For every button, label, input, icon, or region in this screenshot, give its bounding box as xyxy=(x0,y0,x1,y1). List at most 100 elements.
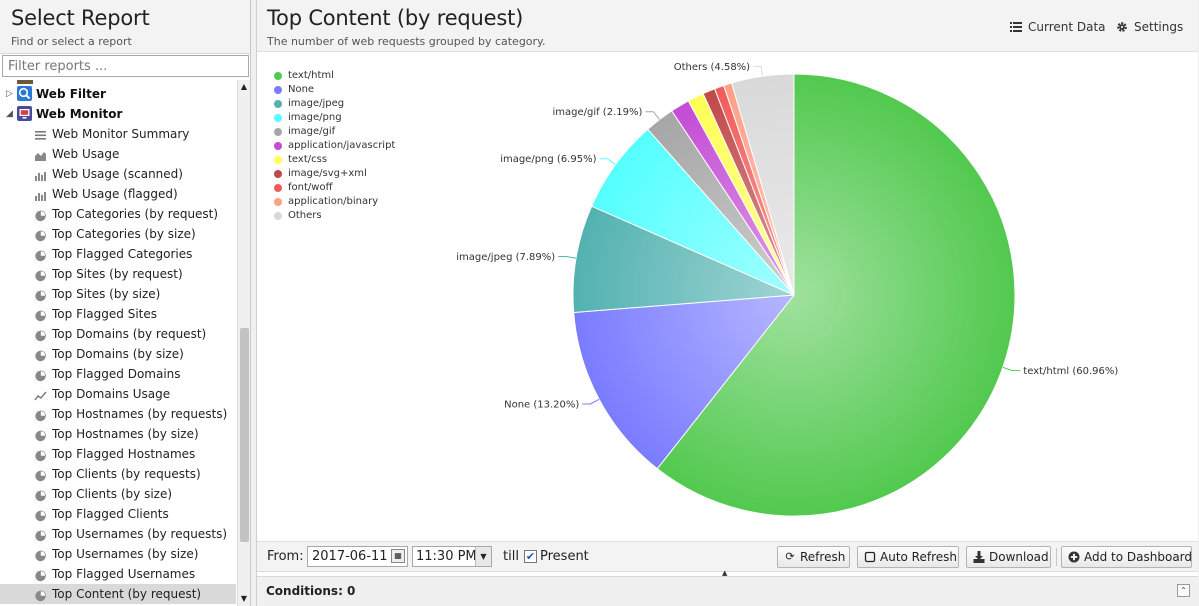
start-date-field[interactable]: 2017-06-11 ▦ xyxy=(307,546,408,567)
legend-swatch xyxy=(274,128,282,136)
auto-refresh-button[interactable]: Auto Refresh xyxy=(857,546,959,568)
conditions-bar[interactable]: Conditions: 0 ⌃ xyxy=(257,576,1198,606)
filter-reports-input[interactable] xyxy=(2,55,249,77)
scroll-down-arrow-icon[interactable]: ▼ xyxy=(240,594,248,603)
report-item[interactable]: Web Monitor Summary xyxy=(0,124,236,144)
start-time-select[interactable]: 11:30 PM ▼ xyxy=(412,546,492,567)
refresh-label: Refresh xyxy=(800,550,846,564)
report-item[interactable]: Top Usernames (by size) xyxy=(0,544,236,564)
legend-label: text/css xyxy=(288,154,328,165)
report-item-label: Top Usernames (by requests) xyxy=(52,527,228,541)
chart-area: text/html (60.96%) None (13.20%) image/jpe… xyxy=(257,53,1198,541)
legend-item[interactable]: Others xyxy=(273,209,403,223)
legend-item[interactable]: image/png xyxy=(273,111,403,125)
legend-label: image/png xyxy=(288,112,342,123)
slice-connector xyxy=(599,158,616,166)
slice-label: None (13.20%) xyxy=(504,400,579,411)
report-item[interactable]: Top Domains (by size) xyxy=(0,344,236,364)
legend-label: image/gif xyxy=(288,126,336,137)
report-item[interactable]: Web Usage (flagged) xyxy=(0,184,236,204)
report-item[interactable]: Top Categories (by request) xyxy=(0,204,236,224)
report-item-label: Top Flagged Domains xyxy=(52,367,181,381)
tree-group-label: Web Filter xyxy=(36,87,106,101)
report-item[interactable]: Web Usage (scanned) xyxy=(0,164,236,184)
tree-group-web-monitor[interactable]: ◢ Web Monitor xyxy=(0,104,236,124)
report-item[interactable]: Top Domains (by request) xyxy=(0,324,236,344)
current-data-button[interactable]: Current Data xyxy=(1009,18,1109,36)
report-item[interactable]: Top Sites (by request) xyxy=(0,264,236,284)
report-item[interactable]: Web Usage xyxy=(0,144,236,164)
report-item[interactable]: Top Hostnames (by size) xyxy=(0,424,236,444)
report-item[interactable]: Top Usernames (by requests) xyxy=(0,524,236,544)
expand-up-icon[interactable]: ⌃ xyxy=(1177,584,1190,597)
legend-swatch xyxy=(274,184,282,192)
report-item-label: Top Domains Usage xyxy=(52,387,171,401)
calendar-icon[interactable]: ▦ xyxy=(391,549,405,563)
collapsed-arrow-icon[interactable]: ▷ xyxy=(6,89,13,99)
scrollbar-thumb[interactable] xyxy=(240,328,249,542)
report-item-label: Top Flagged Hostnames xyxy=(52,447,196,461)
pie-chart-icon xyxy=(34,468,47,482)
toolbar-divider xyxy=(1056,548,1057,566)
scroll-up-arrow-icon[interactable]: ▲ xyxy=(240,82,248,91)
plus-circle-icon xyxy=(1068,547,1080,567)
legend-swatch xyxy=(274,114,282,122)
gear-icon xyxy=(1115,18,1129,36)
legend-swatch xyxy=(274,170,282,178)
report-item[interactable]: Top Flagged Domains xyxy=(0,364,236,384)
legend-item[interactable]: None xyxy=(273,83,403,97)
tree-group-web-filter[interactable]: ▷ Web Filter xyxy=(0,84,236,104)
report-item-label: Top Categories (by request) xyxy=(52,207,219,221)
line-chart-icon xyxy=(34,388,47,401)
legend-item[interactable]: text/css xyxy=(273,153,403,167)
legend-swatch xyxy=(274,198,282,206)
report-selector-title: Select Report xyxy=(11,6,150,30)
add-to-dashboard-button[interactable]: Add to Dashboard xyxy=(1061,546,1192,568)
till-label: till xyxy=(503,549,519,564)
download-button[interactable]: Download xyxy=(966,546,1051,568)
report-item[interactable]: Top Clients (by requests) xyxy=(0,464,236,484)
report-item[interactable]: Top Hostnames (by requests) xyxy=(0,404,236,424)
report-item[interactable]: Top Sites (by size) xyxy=(0,284,236,304)
present-checkbox[interactable]: ✔ xyxy=(524,550,537,563)
report-item-label: Web Usage (flagged) xyxy=(52,187,178,201)
slice-connector xyxy=(582,398,600,405)
present-label: Present xyxy=(540,549,589,564)
pie-chart-icon xyxy=(34,528,47,542)
settings-button[interactable]: Settings xyxy=(1115,18,1195,36)
splitter-up-arrow-icon[interactable]: ▲ xyxy=(722,569,728,577)
report-item-label: Top Hostnames (by requests) xyxy=(52,407,228,421)
report-item-label: Top Usernames (by size) xyxy=(52,547,199,561)
report-item[interactable]: Top Clients (by size) xyxy=(0,484,236,504)
pie-chart-icon xyxy=(34,488,47,502)
chevron-down-icon[interactable]: ▼ xyxy=(475,547,491,566)
report-item[interactable]: Top Domains Usage xyxy=(0,384,236,404)
report-item-label: Top Content (by request) xyxy=(52,587,202,601)
panel-splitter[interactable]: ▲ xyxy=(257,569,1198,577)
refresh-icon: ⟳ xyxy=(785,550,795,563)
legend-item[interactable]: image/svg+xml xyxy=(273,167,403,181)
legend-item[interactable]: image/jpeg xyxy=(273,97,403,111)
expanded-arrow-icon[interactable]: ◢ xyxy=(6,109,13,119)
slice-connector xyxy=(753,65,763,77)
legend-item[interactable]: image/gif xyxy=(273,125,403,139)
report-tree: ▷ Web Filter ◢ Web Monitor Web Monitor S… xyxy=(0,80,236,606)
legend-label: None xyxy=(288,84,315,95)
legend-item[interactable]: font/woff xyxy=(273,181,403,195)
pie-chart-icon xyxy=(34,448,47,462)
report-item[interactable]: Top Categories (by size) xyxy=(0,224,236,244)
report-item-label: Top Sites (by size) xyxy=(52,287,161,301)
pie-chart-icon xyxy=(34,208,47,222)
report-item[interactable]: Top Flagged Usernames xyxy=(0,564,236,584)
refresh-button[interactable]: ⟳ Refresh xyxy=(777,546,850,568)
report-item[interactable]: Top Flagged Categories xyxy=(0,244,236,264)
legend-item[interactable]: application/javascript xyxy=(273,139,403,153)
legend-item[interactable]: text/html xyxy=(273,69,403,83)
tree-scrollbar[interactable]: ▲ ▼ xyxy=(237,80,250,606)
report-item[interactable]: Top Flagged Sites xyxy=(0,304,236,324)
legend-item[interactable]: application/binary xyxy=(273,195,403,209)
report-item[interactable]: Top Flagged Clients xyxy=(0,504,236,524)
report-item[interactable]: Top Content (by request) xyxy=(0,584,236,604)
report-title: Top Content (by request) xyxy=(267,6,524,30)
report-item[interactable]: Top Flagged Hostnames xyxy=(0,444,236,464)
